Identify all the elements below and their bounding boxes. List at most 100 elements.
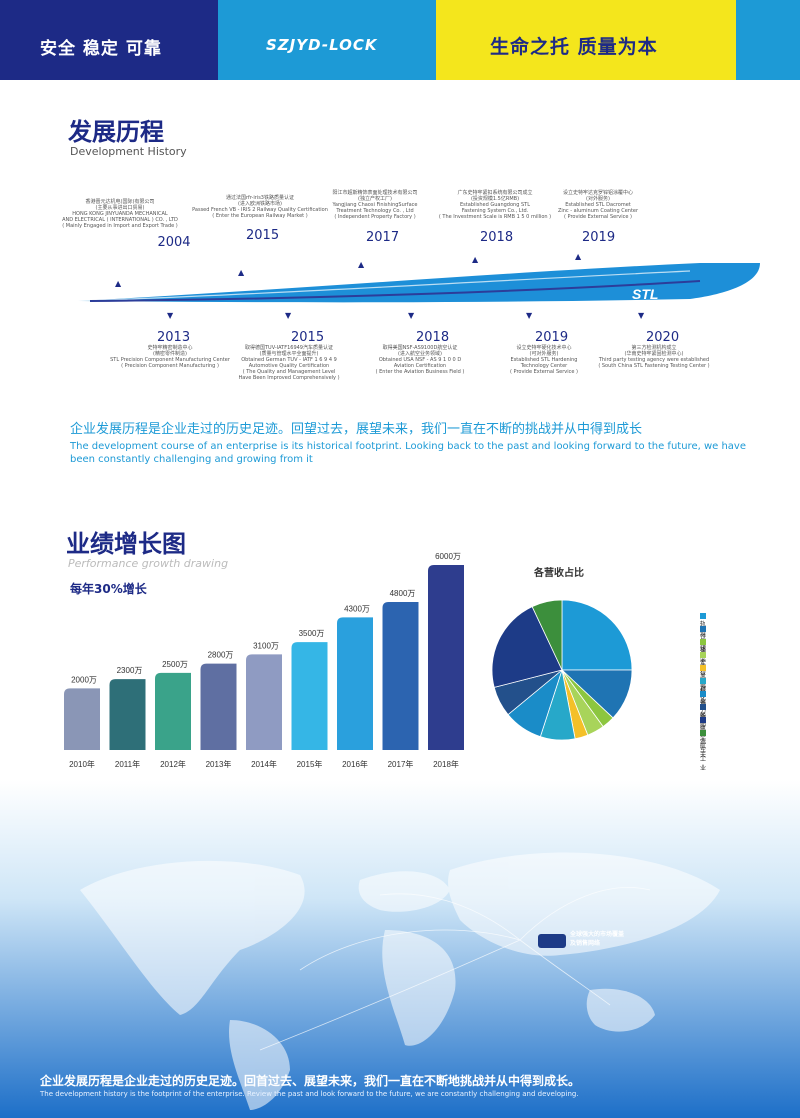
milestone-marker: ▲ — [358, 260, 365, 269]
bar-side — [191, 666, 199, 750]
milestone-lower-4: 设立史特牢硬化技术中心 (可对外服务) Established STL Hard… — [474, 345, 614, 375]
milestone-year: 2004 — [157, 235, 191, 250]
legend-swatch — [700, 651, 706, 658]
legend-label: 航空航天 — [700, 725, 707, 759]
milestone-en: Established STL Hardening Technology Cen… — [509, 357, 578, 375]
bar-value-label: 4800万 — [390, 589, 416, 598]
milestone-en: Obtained USA NSF - AS 9 1 0 0 D Aviation… — [375, 357, 465, 375]
header-block-yellow — [436, 0, 736, 80]
milestone-cn: 史特牢精密制造中心 (精密零件制造) — [147, 345, 193, 357]
legend-swatch — [700, 664, 706, 671]
network-caption: 全球强大的市场覆盖 及销售网络 — [570, 931, 625, 947]
milestone-cn: 设立史特牢硬化技术中心 (可对外服务) — [516, 345, 572, 357]
milestone-cn: 香港晋元达机电(国际)有限公司 (主要从事进出口贸易) — [85, 199, 155, 211]
milestone-upper-4: 广东史特牢紧扣系统有限公司成立 (投资规模1.5亿RMB) Establishe… — [425, 190, 565, 220]
milestone-en: Passed French VB - IRIS 2 Railway Qualit… — [192, 207, 328, 219]
milestone-cn: 第三方检测机构成立 (华南史特牢紧固检测中心) — [624, 345, 684, 357]
bar — [155, 672, 191, 750]
swoosh-shadow — [89, 280, 701, 302]
milestone-lower-5: 第三方检测机构成立 (华南史特牢紧固检测中心) Third party test… — [584, 345, 724, 369]
legend-swatch — [700, 690, 706, 697]
legend-swatch — [700, 638, 706, 645]
milestone-lower-1: 史特牢精密制造中心 (精密零件制造) STL Precision Compone… — [100, 345, 240, 369]
bar-category-label: 2010年 — [69, 759, 95, 769]
network-badge — [538, 934, 566, 948]
bar-side — [145, 673, 154, 750]
milestone-en: STL Precision Component Manufacturing Ce… — [110, 357, 230, 369]
growth-bar-chart: 2000万 2010年 2300万 2011年 2500万 2012年 2800万 2013年… — [64, 552, 470, 769]
bar-category-label: 2015年 — [297, 759, 323, 769]
milestone-marker: ▼ — [526, 311, 533, 320]
milestone-marker: ▲ — [115, 279, 122, 288]
history-subtitle: Development History — [70, 145, 187, 158]
milestone-upper-5: 设立史特牢达克罗锌铝涂覆中心 (对外服务) Established STL Da… — [528, 190, 668, 220]
bar-value-label: 6000万 — [435, 552, 461, 561]
bar — [428, 565, 464, 750]
bar — [382, 602, 419, 750]
milestone-upper-2: 通过法国rfr-iris3铁路质量认证 (进入欧洲铁路市场) Passed Fr… — [190, 195, 330, 219]
bar-value-label: 4300万 — [344, 604, 370, 613]
bar-value-label: 3100万 — [253, 641, 279, 650]
bar — [64, 688, 100, 750]
legend-swatch — [700, 703, 706, 710]
legend-item: 航空航天 — [700, 716, 710, 759]
swoosh-body — [78, 263, 760, 303]
pie-slice — [561, 599, 633, 671]
swoosh-highlight — [77, 270, 691, 302]
milestone-year: 2013 — [157, 330, 191, 345]
header-block-left — [0, 0, 218, 80]
milestone-en: HONG KONG JINYUANDA MECHANICAL AND ELECT… — [62, 211, 178, 229]
milestone-cn: 设立史特牢达克罗锌铝涂覆中心 (对外服务) — [562, 190, 633, 202]
revenue-pie-chart — [491, 599, 633, 741]
bar-value-label: 2800万 — [208, 651, 234, 660]
growth-title: 业绩增长图 — [66, 530, 186, 558]
bar-side — [418, 596, 427, 750]
milestone-year: 2020 — [646, 330, 680, 345]
milestone-lower-2: 取得德国TUV-IATF16949汽车质量认证 (质量与管理水平全面提升) Ob… — [219, 345, 359, 381]
history-title: 发展历程 — [68, 118, 164, 146]
milestone-en: Third party testing agency were establis… — [598, 357, 710, 369]
milestone-lower-3: 取得美国NSF-AS9100D航空认证 (进入航空业务领域) Obtained … — [350, 345, 490, 375]
milestone-cn: 取得德国TUV-IATF16949汽车质量认证 (质量与管理水平全面提升) — [245, 345, 333, 357]
bar-value-label: 2300万 — [117, 666, 143, 675]
bar-category-label: 2012年 — [160, 759, 186, 769]
legend-swatch — [700, 729, 706, 736]
footer-statement-cn: 企业发展历程是企业走过的历史足迹。回首过去、展望未来，我们一直在不断地挑战并从中… — [40, 1074, 581, 1088]
milestone-marker: ▼ — [285, 311, 292, 320]
milestone-year: 2019 — [535, 330, 569, 345]
bar-value-label: 3500万 — [299, 629, 325, 638]
milestone-en: Established STL Dacromet Zinc - aluminum… — [557, 202, 639, 220]
milestone-en: Obtained German TUV - IATF 1 6 9 4 9 Aut… — [238, 357, 340, 381]
milestone-marker: ▼ — [638, 311, 645, 320]
header-bar: 安全 稳定 可靠 SZJYD-LOCK 生命之托 质量为本 — [0, 0, 800, 80]
header-motto: 生命之托 质量为本 — [490, 36, 658, 58]
bar — [291, 642, 328, 750]
bar-category-label: 2018年 — [433, 759, 459, 769]
milestone-upper-3: 阳江市超斯精饰表面处理技术有限公司 (独立产权工厂) Yangjiang Cha… — [305, 190, 445, 220]
bar-value-label: 2000万 — [71, 675, 97, 684]
legend-swatch — [700, 716, 706, 723]
milestone-year: 2019 — [582, 230, 616, 245]
network-lines — [259, 887, 651, 1051]
milestone-year: 2015 — [246, 228, 280, 243]
header-block-logo — [218, 0, 436, 80]
continents — [80, 852, 720, 1110]
legend-swatch — [700, 612, 706, 619]
bar — [246, 654, 282, 750]
bar-side — [282, 648, 290, 750]
bar-side — [327, 636, 336, 750]
milestone-marker: ▲ — [575, 252, 582, 261]
legend-swatch — [700, 625, 706, 632]
world-map-background — [0, 780, 800, 1118]
bar — [200, 663, 237, 750]
growth-subtitle: Performance growth drawing — [68, 557, 229, 570]
history-statement-en: The development course of an enterprise … — [70, 441, 747, 465]
milestone-cn: 取得美国NSF-AS9100D航空认证 (进入航空业务领域) — [382, 345, 458, 357]
milestone-en: Yangjiang Chaosi FinishingSurface Treatm… — [332, 202, 418, 220]
company-logo: SZJYD-LOCK — [266, 36, 378, 54]
milestone-year: 2018 — [416, 330, 450, 345]
milestone-cn: 广东史特牢紧扣系统有限公司成立 (投资规模1.5亿RMB) — [457, 190, 533, 202]
milestone-en: Established Guangdong STL Fastening Syst… — [438, 202, 552, 220]
bar-side — [373, 611, 381, 750]
milestone-cn: 阳江市超斯精饰表面处理技术有限公司 (独立产权工厂) — [332, 190, 418, 202]
